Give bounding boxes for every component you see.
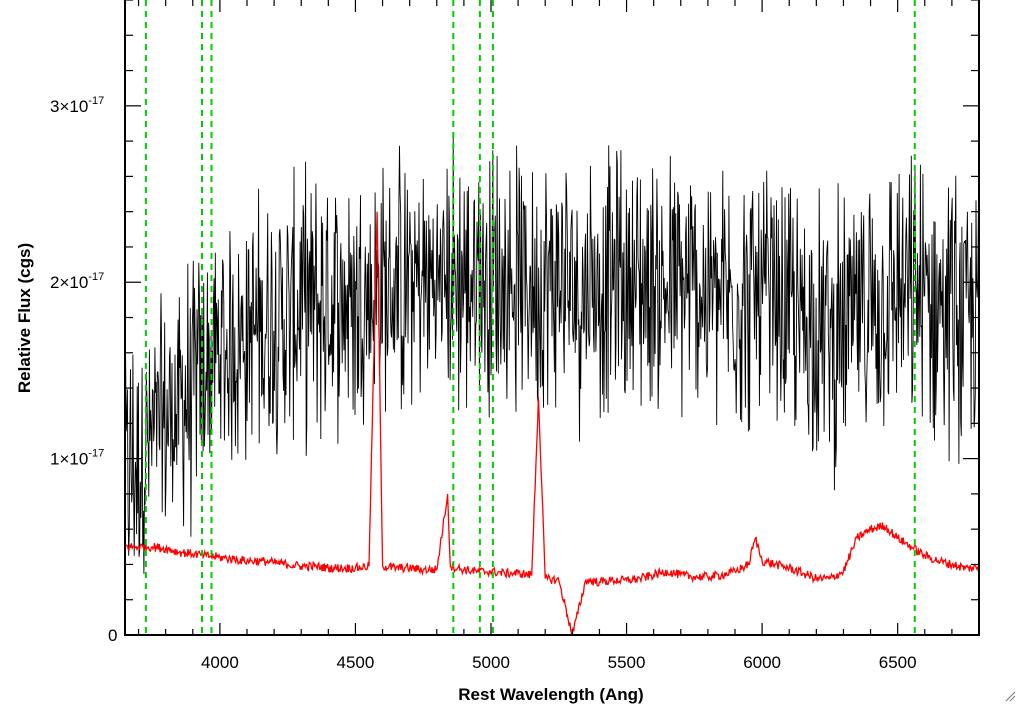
y-tick-exponent: -17 xyxy=(88,95,104,107)
x-tick-label: 6000 xyxy=(743,653,781,672)
x-tick-label: 5500 xyxy=(608,653,646,672)
y-tick-exponent: -17 xyxy=(88,271,104,283)
y-tick-exponent: -17 xyxy=(88,448,104,460)
y-tick-label: 3×10-17 xyxy=(50,95,104,116)
x-axis-title: Rest Wavelength (Ang) xyxy=(458,685,643,704)
y-axis-title: Relative Flux (cgs) xyxy=(15,243,34,393)
x-tick-label: 6500 xyxy=(879,653,917,672)
y-tick-label: 2×10-17 xyxy=(50,271,104,292)
y-tick-base: 0 xyxy=(108,626,117,645)
axes: 4000 4500 5000 5500 6000 650001×10-172×10-173… xyxy=(50,0,980,672)
y-tick-label: 0 xyxy=(108,626,117,645)
x-tick-label: 4500 xyxy=(337,653,375,672)
series-line-0 xyxy=(125,137,979,574)
x-tick-label: 4000 xyxy=(201,653,239,672)
plot-area xyxy=(125,0,979,635)
x-tick-label: 5000 xyxy=(472,653,510,672)
y-tick-base: 1×10 xyxy=(50,450,88,469)
series-1 xyxy=(125,211,979,635)
y-tick-base: 2×10 xyxy=(50,273,88,292)
plot-frame xyxy=(124,0,980,636)
resize-grip-icon[interactable] xyxy=(1004,690,1016,702)
y-tick-base: 3×10 xyxy=(50,97,88,116)
series-line-1 xyxy=(125,211,979,635)
y-tick-label: 1×10-17 xyxy=(50,448,104,469)
series-0 xyxy=(125,137,979,574)
